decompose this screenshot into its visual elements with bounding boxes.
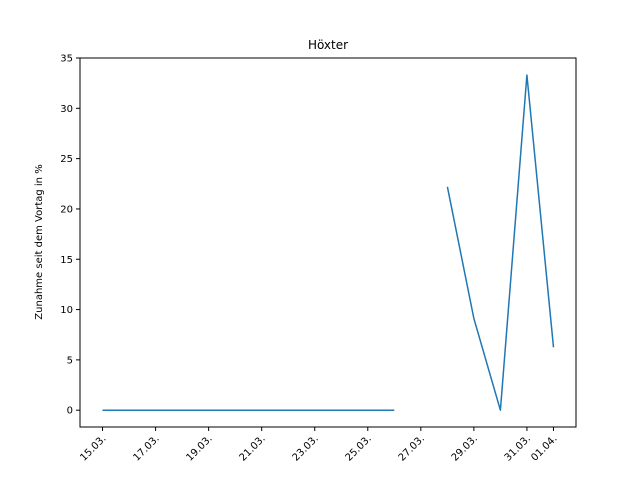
- x-tick-label: 29.03.: [450, 433, 480, 463]
- y-tick-label: 25: [60, 154, 73, 165]
- x-tick-label: 17.03.: [131, 433, 161, 463]
- y-tick-label: 0: [67, 406, 73, 417]
- x-tick-label: 27.03.: [397, 433, 427, 463]
- y-tick-label: 10: [60, 305, 73, 316]
- y-axis-label: Zunahme seit dem Vortag in %: [34, 164, 45, 319]
- x-axis: 15.03. 17.03. 19.03. 21.03. 23.03. 25.03. 27.0…: [78, 427, 560, 464]
- x-tick-label: 23.03.: [291, 433, 321, 463]
- y-tick-label: 20: [60, 204, 73, 215]
- series-layer: [102, 74, 555, 411]
- x-tick-label: 25.03.: [344, 433, 374, 463]
- y-tick-label: 35: [60, 54, 73, 65]
- x-tick-label: 19.03.: [184, 433, 214, 463]
- y-axis: 0 5 10 15 20 25 30 35: [60, 54, 80, 417]
- y-tick-label: 30: [60, 104, 73, 115]
- x-tick-label: 15.03.: [78, 433, 108, 463]
- plot-area: [79, 57, 577, 428]
- x-tick-label: 31.03.: [503, 433, 533, 463]
- y-tick-label: 5: [67, 355, 73, 366]
- chart-title: Höxter: [308, 38, 348, 52]
- y-tick-label: 15: [60, 255, 73, 266]
- x-tick-label: 01.04.: [529, 433, 559, 463]
- series-line: [446, 74, 555, 411]
- x-tick-label: 21.03.: [238, 433, 268, 463]
